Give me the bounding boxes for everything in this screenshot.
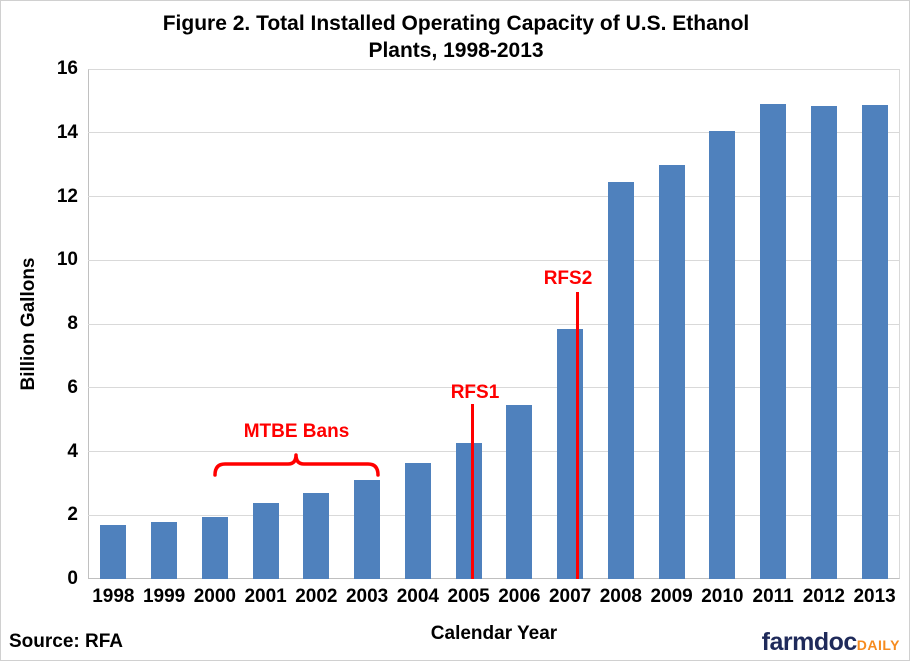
x-tick-label-2011: 2011 xyxy=(752,586,794,607)
bar-2012 xyxy=(810,106,837,579)
x-tick-label-2012: 2012 xyxy=(802,586,846,607)
x-tick-label-2009: 2009 xyxy=(650,586,693,607)
gridline-10 xyxy=(88,259,900,261)
x-tick-label-2004: 2004 xyxy=(396,586,440,607)
bar-2004 xyxy=(404,462,431,579)
bar-2011 xyxy=(760,104,787,579)
gridline-14 xyxy=(88,132,900,134)
bar-2008 xyxy=(607,182,634,579)
bar-2006 xyxy=(506,405,533,579)
bar-1998 xyxy=(100,524,127,579)
y-tick-label-4: 4 xyxy=(67,440,78,462)
source-note: Source: RFA xyxy=(9,631,124,652)
bar-2005 xyxy=(455,442,482,579)
x-tick-label-2008: 2008 xyxy=(599,586,643,607)
rfs1-event-line xyxy=(471,404,474,579)
x-tick-label-1998: 1998 xyxy=(92,586,135,607)
x-tick-label-2013: 2013 xyxy=(853,586,896,607)
chart-title-line1: Figure 2. Total Installed Operating Capa… xyxy=(162,12,750,35)
rfs2-annotation-label: RFS2 xyxy=(543,268,593,289)
mtbe-bans-brace-icon xyxy=(213,453,380,477)
gridline-6 xyxy=(88,387,900,389)
bar-2007 xyxy=(557,328,584,579)
y-tick-label-12: 12 xyxy=(56,185,78,207)
bar-2001 xyxy=(252,503,279,579)
x-tick-label-2010: 2010 xyxy=(701,586,744,607)
x-axis-title: Calendar Year xyxy=(430,623,558,644)
bar-2002 xyxy=(303,492,330,579)
bar-2009 xyxy=(658,164,685,579)
chart-title-line2: Plants, 1998-2013 xyxy=(368,39,544,62)
bar-2000 xyxy=(201,516,228,579)
y-tick-label-0: 0 xyxy=(67,568,78,589)
x-tick-label-2002: 2002 xyxy=(295,586,338,607)
bar-2013 xyxy=(861,104,888,579)
farmdoc-daily-logo: farmdoc DAILY xyxy=(762,628,900,657)
x-tick-label-2001: 2001 xyxy=(244,586,287,607)
x-tick-label-1999: 1999 xyxy=(142,586,186,607)
x-tick-label-2006: 2006 xyxy=(498,586,541,607)
y-tick-label-8: 8 xyxy=(67,313,78,334)
logo-daily-text: DAILY xyxy=(856,637,900,653)
gridline-12 xyxy=(88,196,900,197)
x-tick-label-2000: 2000 xyxy=(193,586,237,607)
logo-farmdoc-text: farmdoc xyxy=(761,628,858,656)
y-tick-label-16: 16 xyxy=(56,58,78,79)
y-tick-label-2: 2 xyxy=(67,504,78,526)
x-tick-label-2007: 2007 xyxy=(548,586,592,607)
gridline-2 xyxy=(88,514,900,516)
x-tick-label-2005: 2005 xyxy=(447,586,490,607)
gridline-4 xyxy=(88,451,900,452)
x-tick-label-2003: 2003 xyxy=(345,586,389,607)
bar-2010 xyxy=(709,131,736,579)
bar-1999 xyxy=(151,522,178,579)
y-tick-label-10: 10 xyxy=(56,249,78,271)
y-tick-label-6: 6 xyxy=(67,376,78,398)
rfs2-event-line xyxy=(576,292,579,579)
chart-title: Figure 2. Total Installed Operating Capa… xyxy=(1,10,909,64)
y-tick-label-14: 14 xyxy=(56,121,78,143)
bar-2003 xyxy=(354,480,381,579)
mtbe-bans-annotation-label: MTBE Bans xyxy=(243,421,350,442)
gridline-8 xyxy=(88,323,900,325)
rfs1-annotation-label: RFS1 xyxy=(450,382,500,403)
